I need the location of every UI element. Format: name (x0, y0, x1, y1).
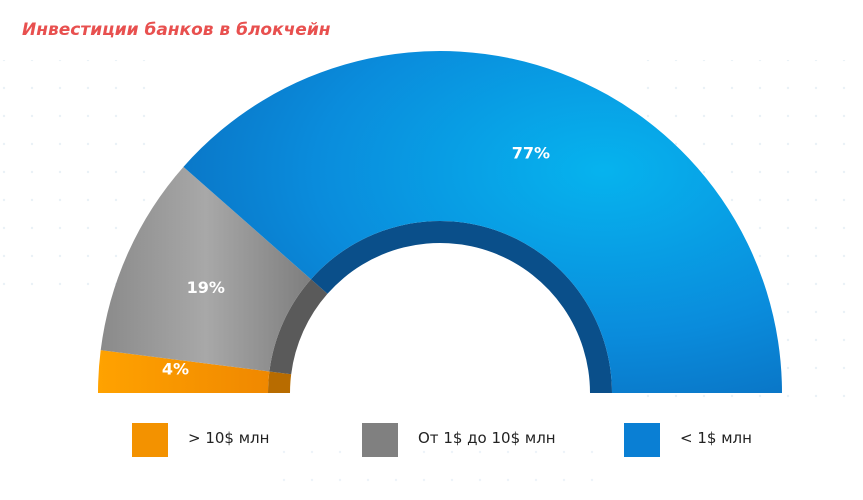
legend-label: > 10$ млн (188, 429, 270, 447)
value-label-under-1m: 77% (512, 144, 550, 163)
slice-under-1m (183, 51, 782, 393)
legend-swatch-blue (624, 423, 660, 457)
slice-1m-to-10m (100, 166, 311, 372)
slice-under-1m-wall (310, 220, 612, 393)
legend-swatch-gray (362, 423, 398, 457)
value-label-1m-to-10m: 19% (187, 278, 225, 297)
legend-label: От 1$ до 10$ млн (418, 429, 556, 447)
slice-over-10m (98, 350, 270, 393)
legend-label: < 1$ млн (680, 429, 752, 447)
legend-swatch-orange (132, 423, 168, 457)
donut-slices (98, 51, 782, 393)
slice-over-10m-wall (268, 371, 292, 393)
value-label-over-10m: 4% (162, 359, 189, 378)
donut-value-labels: 4% 19% 77% (162, 144, 550, 379)
donut-inner-walls (268, 220, 612, 393)
chart-title: Инвестиции банков в блокчейн (22, 20, 331, 40)
slice-1m-to-10m-wall (269, 279, 328, 375)
